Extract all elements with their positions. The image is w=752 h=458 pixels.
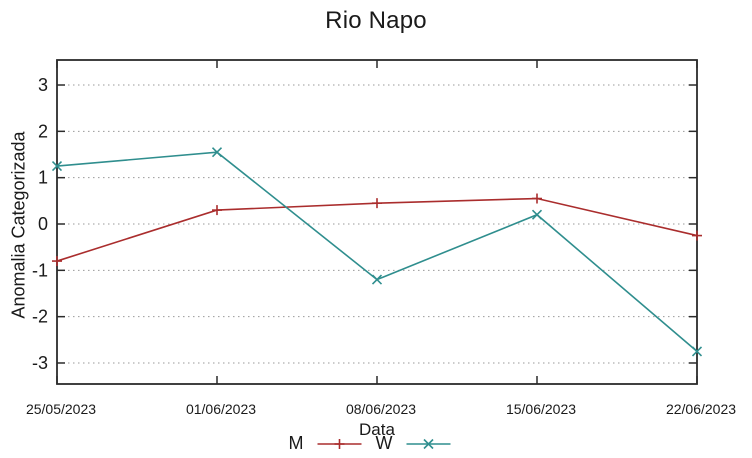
y-axis-label: Anomalia Categorizada [8, 131, 29, 319]
legend-label-m: M [288, 433, 304, 453]
chart-legend: M W [289, 433, 452, 454]
legend-line-sample-w [406, 438, 451, 449]
svg-text:0: 0 [38, 214, 48, 234]
svg-text:25/05/2023: 25/05/2023 [26, 401, 96, 417]
chart-title: Rio Napo [325, 7, 427, 34]
svg-text:3: 3 [38, 75, 48, 95]
svg-text:-1: -1 [32, 260, 48, 280]
svg-text:15/06/2023: 15/06/2023 [506, 401, 576, 417]
x-axis-label: Data [359, 420, 395, 439]
svg-text:08/06/2023: 08/06/2023 [346, 401, 416, 417]
svg-text:01/06/2023: 01/06/2023 [186, 401, 256, 417]
svg-text:2: 2 [38, 121, 48, 141]
svg-text:-2: -2 [32, 307, 48, 327]
svg-text:-3: -3 [32, 353, 48, 373]
svg-text:22/06/2023: 22/06/2023 [666, 401, 736, 417]
svg-text:1: 1 [38, 168, 48, 188]
legend-label-w: W [375, 433, 393, 453]
legend-line-sample-m [317, 438, 362, 449]
